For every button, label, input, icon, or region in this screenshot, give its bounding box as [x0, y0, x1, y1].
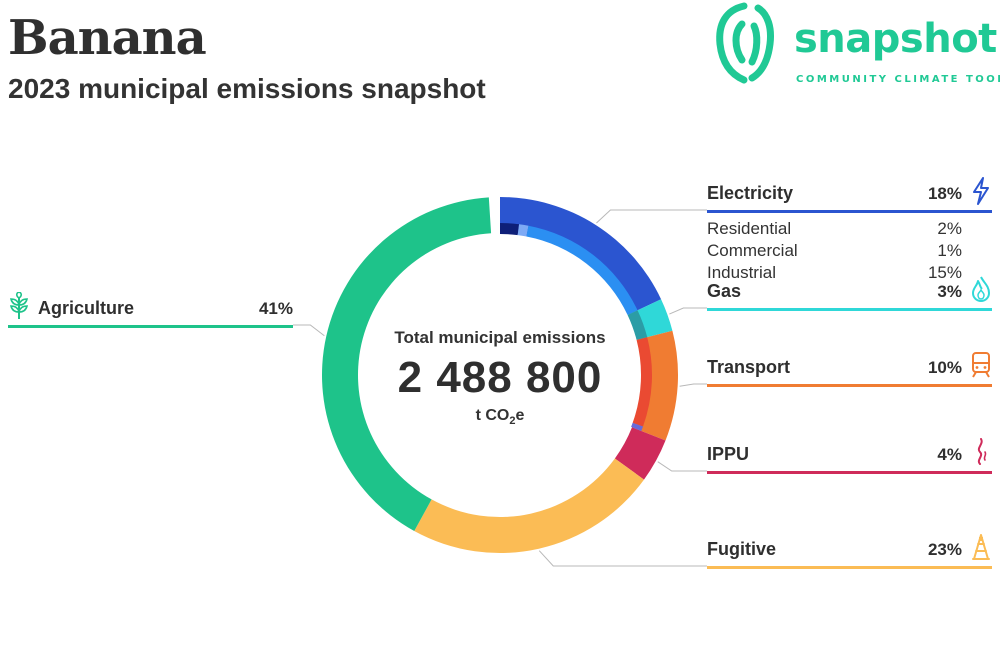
category-name: Electricity	[707, 183, 794, 203]
inner-slice-industrial	[526, 225, 638, 315]
subcategory-name: Industrial	[707, 263, 776, 282]
category-underline	[707, 308, 992, 311]
total-emissions-unit: t CO2e	[350, 406, 650, 431]
category-percent: 4%	[937, 445, 962, 464]
logo-wordmark: snapshot	[794, 16, 997, 62]
flame-icon	[972, 276, 990, 302]
snapshot-logo: snapshot COMMUNITY CLIMATE TOOL	[712, 0, 1000, 92]
lightning-icon	[973, 177, 989, 205]
unit-subscript: 2	[509, 415, 516, 428]
page-title: Banana	[8, 10, 207, 66]
slice-ippu	[614, 427, 666, 480]
fingerprint-logo-icon	[716, 2, 774, 84]
category-transport: Transport 10%	[707, 352, 992, 387]
train-icon	[972, 352, 990, 378]
inner-slice-commercial	[517, 224, 529, 237]
oil-rig-icon	[972, 534, 990, 560]
category-underline	[707, 471, 992, 474]
category-underline	[707, 384, 992, 387]
category-percent: 18%	[927, 184, 962, 203]
category-percent: 10%	[927, 358, 962, 377]
leader-lines	[293, 209, 707, 567]
subcategory-commercial: Commercial 1%	[707, 241, 992, 263]
unit-prefix: t CO	[475, 407, 510, 424]
plant-icon	[9, 292, 29, 319]
leader-ippu	[657, 461, 707, 472]
category-underline	[707, 566, 992, 569]
leader-transport	[679, 383, 707, 387]
total-emissions-label: Total municipal emissions	[394, 328, 606, 347]
slice-agriculture	[321, 197, 492, 531]
inner-slice-gas	[627, 310, 648, 340]
logo-tagline: COMMUNITY CLIMATE TOOL	[796, 74, 1000, 85]
subcategory-name: Commercial	[707, 241, 798, 260]
leader-fugitive	[538, 550, 707, 567]
leader-agriculture	[293, 324, 325, 337]
smoke-icon	[977, 438, 987, 465]
category-ippu: IPPU 4%	[707, 438, 992, 474]
inner-ring	[500, 223, 652, 431]
subcategory-percent: 2%	[937, 219, 962, 238]
category-percent: 3%	[937, 282, 962, 301]
category-agriculture: Agriculture 41%	[8, 292, 293, 328]
total-emissions: Total municipal emissions 2 488 800 t CO…	[350, 326, 650, 431]
category-percent: 41%	[258, 299, 293, 318]
subcategory-industrial: Industrial 15%	[707, 263, 992, 285]
inner-slice-transport	[632, 337, 652, 427]
subcategory-residential: Residential 2%	[707, 219, 992, 241]
inner-slice-residential	[500, 223, 520, 236]
category-name: IPPU	[707, 444, 750, 464]
subcategory-name: Residential	[707, 219, 792, 238]
total-emissions-value: 2 488 800	[397, 353, 603, 402]
leader-electricity	[596, 209, 707, 224]
leader-gas	[669, 307, 707, 315]
category-percent: 23%	[927, 540, 962, 559]
category-underline	[8, 325, 293, 328]
category-name: Agriculture	[38, 298, 135, 318]
category-name: Gas	[707, 281, 742, 301]
slice-fugitive	[414, 458, 645, 553]
subcategory-percent: 1%	[937, 241, 962, 260]
category-name: Transport	[707, 357, 791, 377]
page-subtitle: 2023 municipal emissions snapshot	[8, 73, 486, 104]
category-fugitive: Fugitive 23%	[707, 534, 992, 569]
inner-slice-transport-other	[631, 422, 644, 431]
category-electricity: Electricity 18%	[707, 177, 992, 213]
category-name: Fugitive	[707, 539, 777, 559]
category-gas: Gas 3%	[707, 276, 992, 311]
category-underline	[707, 210, 992, 213]
unit-suffix: e	[515, 407, 525, 424]
subcategory-percent: 15%	[927, 263, 962, 282]
